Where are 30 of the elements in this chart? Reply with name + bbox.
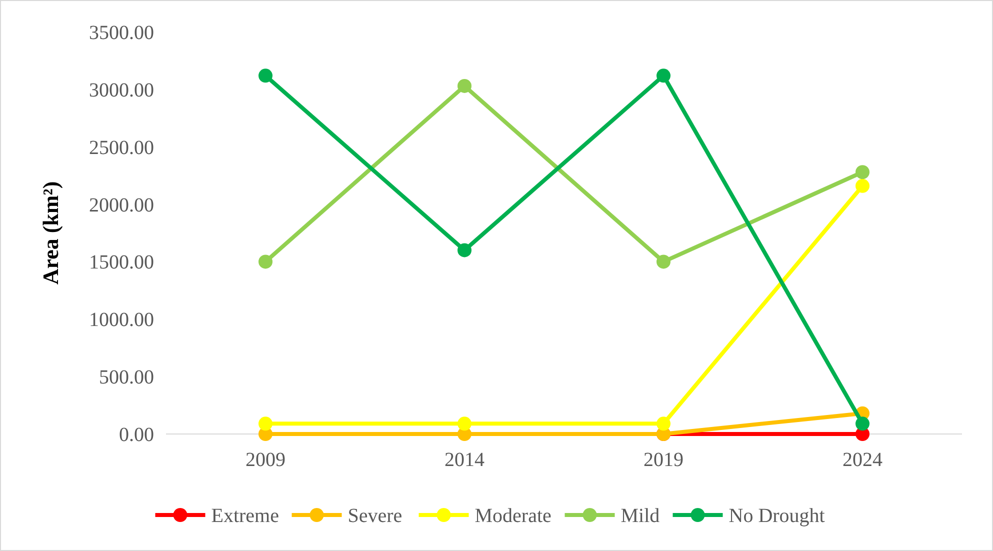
legend-label: Moderate (474, 505, 552, 527)
point (856, 178, 870, 193)
y-tick-label: 1500.00 (89, 252, 154, 274)
point (258, 416, 272, 431)
point (856, 165, 870, 180)
legend-label: Mild (620, 505, 660, 527)
point (856, 416, 870, 431)
point (458, 416, 472, 431)
legend-label: No Drought (728, 505, 826, 527)
y-tick-label: 0.00 (119, 424, 154, 446)
point (458, 243, 472, 258)
point (656, 416, 670, 431)
x-tick-label: 2019 (644, 449, 684, 471)
x-tick-label: 2024 (842, 449, 882, 471)
y-tick-label: 2000.00 (89, 194, 154, 216)
x-tick-label: 2009 (246, 449, 286, 471)
y-axis-title: Area (km²) (38, 181, 63, 285)
y-tick-label: 3000.00 (89, 79, 154, 102)
y-tick-label: 2500.00 (89, 136, 154, 159)
y-tick-label: 1000.00 (89, 309, 154, 332)
legend-label: Severe (348, 505, 402, 527)
y-tick-label: 500.00 (99, 366, 154, 389)
point (656, 254, 670, 269)
legend-label: Extreme (211, 505, 280, 527)
y-tick-label: 3500.00 (89, 22, 154, 44)
x-tick-label: 2014 (444, 449, 484, 471)
point (458, 78, 472, 93)
point (258, 254, 272, 269)
point (258, 68, 272, 83)
point (656, 68, 670, 83)
